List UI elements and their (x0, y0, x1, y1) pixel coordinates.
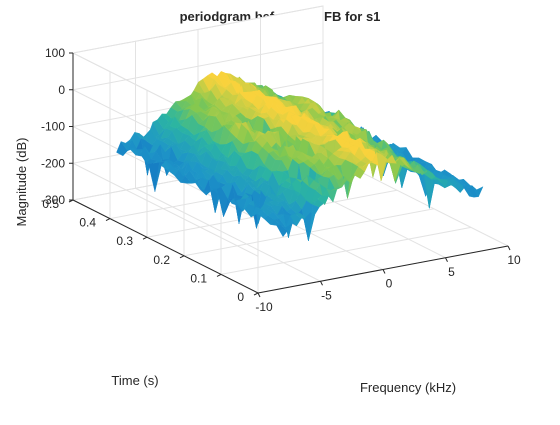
y-tick-mark (142, 236, 148, 240)
z-axis-label: Magnitude (dB) (14, 138, 29, 227)
z-tick-label: 100 (45, 46, 65, 60)
z-tick-label: 0 (58, 83, 65, 97)
y-tick-label: 0.4 (79, 216, 96, 230)
y-tick-mark (253, 292, 259, 296)
x-tick-mark (445, 257, 448, 262)
y-tick-label: 0.2 (153, 253, 170, 267)
x-axis-label: Frequency (kHz) (360, 380, 456, 395)
x-tick-mark (507, 245, 511, 251)
z-tick-label: -200 (41, 156, 65, 170)
surface-patch (471, 185, 484, 198)
y-gridline (220, 226, 472, 275)
x-tick-label: 10 (507, 253, 521, 267)
x-tick-mark (320, 281, 323, 286)
tick-layer: -10-5051000.10.20.30.40.5-300-200-100010… (41, 46, 521, 314)
y-axis-label: Time (s) (111, 373, 158, 388)
x-gridline (135, 187, 321, 282)
y-tick-label: 0.5 (42, 197, 59, 211)
x-tick-mark (257, 292, 261, 298)
z-tick-label: -300 (41, 193, 65, 207)
y-tick-mark (216, 273, 222, 277)
y-tick-label: 0.3 (116, 234, 133, 248)
y-tick-label: 0.1 (190, 271, 207, 285)
y-tick-mark (179, 255, 185, 259)
x-tick-label: -10 (255, 300, 273, 314)
surface-layer (116, 71, 484, 241)
y-axis-line (72, 199, 259, 294)
y-tick-label: 0 (237, 290, 244, 304)
x-tick-label: 0 (386, 277, 393, 291)
z-tick-label: -100 (41, 120, 65, 134)
y-tick-mark (105, 218, 111, 222)
x-tick-label: -5 (321, 288, 332, 302)
x-tick-mark (382, 269, 386, 274)
x-tick-label: 5 (448, 265, 455, 279)
z-gridline (72, 162, 259, 257)
